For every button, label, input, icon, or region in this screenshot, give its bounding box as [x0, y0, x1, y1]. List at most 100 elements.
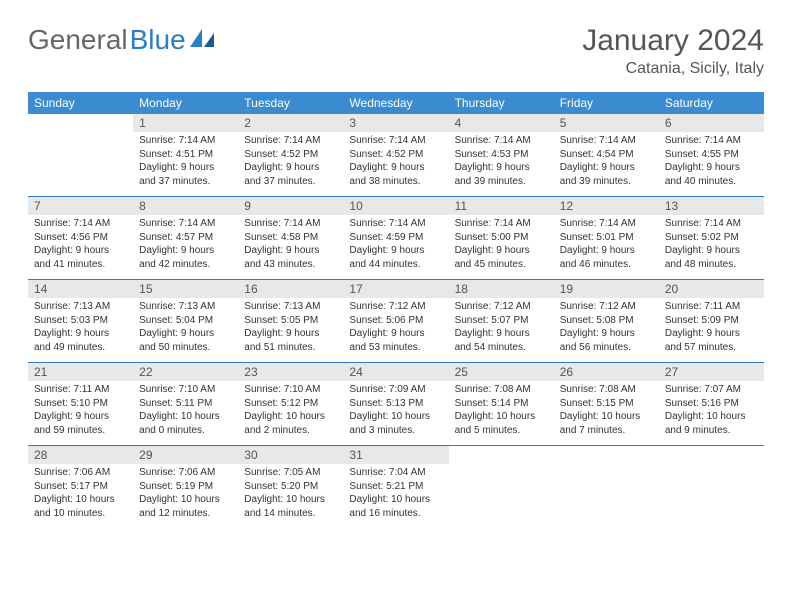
logo: GeneralBlue — [28, 24, 216, 56]
day-body: Sunrise: 7:11 AMSunset: 5:10 PMDaylight:… — [28, 381, 133, 445]
sunset-text: Sunset: 5:07 PM — [455, 314, 548, 328]
logo-text-1: General — [28, 24, 128, 56]
day-body: Sunrise: 7:14 AMSunset: 4:56 PMDaylight:… — [28, 215, 133, 279]
day-number: 19 — [554, 280, 659, 298]
sunrise-text: Sunrise: 7:14 AM — [139, 134, 232, 148]
daylight-text: Daylight: 9 hours and 41 minutes. — [34, 244, 127, 271]
day-number: 2 — [238, 114, 343, 132]
calendar-week-row: 7Sunrise: 7:14 AMSunset: 4:56 PMDaylight… — [28, 197, 764, 280]
day-number: 31 — [343, 446, 448, 464]
calendar-day-cell: 30Sunrise: 7:05 AMSunset: 5:20 PMDayligh… — [238, 446, 343, 529]
header: GeneralBlue January 2024 Catania, Sicily… — [28, 24, 764, 78]
sunrise-text: Sunrise: 7:09 AM — [349, 383, 442, 397]
day-body: Sunrise: 7:04 AMSunset: 5:21 PMDaylight:… — [343, 464, 448, 528]
daylight-text: Daylight: 10 hours and 2 minutes. — [244, 410, 337, 437]
sunrise-text: Sunrise: 7:13 AM — [244, 300, 337, 314]
daylight-text: Daylight: 9 hours and 39 minutes. — [455, 161, 548, 188]
sunrise-text: Sunrise: 7:14 AM — [139, 217, 232, 231]
weekday-header: Monday — [133, 92, 238, 114]
sunset-text: Sunset: 5:03 PM — [34, 314, 127, 328]
daylight-text: Daylight: 9 hours and 54 minutes. — [455, 327, 548, 354]
day-number: 13 — [659, 197, 764, 215]
daylight-text: Daylight: 9 hours and 50 minutes. — [139, 327, 232, 354]
day-body: Sunrise: 7:06 AMSunset: 5:19 PMDaylight:… — [133, 464, 238, 528]
weekday-header: Wednesday — [343, 92, 448, 114]
day-number: 22 — [133, 363, 238, 381]
weekday-header-row: Sunday Monday Tuesday Wednesday Thursday… — [28, 92, 764, 114]
day-number: 15 — [133, 280, 238, 298]
daylight-text: Daylight: 9 hours and 37 minutes. — [244, 161, 337, 188]
day-number: 12 — [554, 197, 659, 215]
daylight-text: Daylight: 9 hours and 56 minutes. — [560, 327, 653, 354]
day-number: 18 — [449, 280, 554, 298]
day-number: 24 — [343, 363, 448, 381]
sunset-text: Sunset: 5:00 PM — [455, 231, 548, 245]
sunset-text: Sunset: 5:08 PM — [560, 314, 653, 328]
sunset-text: Sunset: 4:56 PM — [34, 231, 127, 245]
logo-text-2: Blue — [130, 24, 186, 56]
weekday-header: Friday — [554, 92, 659, 114]
location: Catania, Sicily, Italy — [582, 60, 764, 78]
daylight-text: Daylight: 10 hours and 9 minutes. — [665, 410, 758, 437]
daylight-text: Daylight: 10 hours and 16 minutes. — [349, 493, 442, 520]
daylight-text: Daylight: 10 hours and 0 minutes. — [139, 410, 232, 437]
day-number: 25 — [449, 363, 554, 381]
calendar-day-cell: 15Sunrise: 7:13 AMSunset: 5:04 PMDayligh… — [133, 280, 238, 363]
daylight-text: Daylight: 9 hours and 40 minutes. — [665, 161, 758, 188]
day-number: 14 — [28, 280, 133, 298]
day-body: Sunrise: 7:05 AMSunset: 5:20 PMDaylight:… — [238, 464, 343, 528]
calendar-day-cell: 18 Sunrise: 7:12 AMSunset: 5:07 PMDayligh… — [449, 280, 554, 363]
day-number: 20 — [659, 280, 764, 298]
day-body: Sunrise: 7:08 AMSunset: 5:15 PMDaylight:… — [554, 381, 659, 445]
sunrise-text: Sunrise: 7:05 AM — [244, 466, 337, 480]
sunrise-text: Sunrise: 7:14 AM — [560, 134, 653, 148]
sunset-text: Sunset: 5:10 PM — [34, 397, 127, 411]
sail-icon — [190, 24, 216, 56]
sunrise-text: Sunrise: 7:14 AM — [455, 134, 548, 148]
sunset-text: Sunset: 5:06 PM — [349, 314, 442, 328]
day-body: Sunrise: 7:08 AMSunset: 5:14 PMDaylight:… — [449, 381, 554, 445]
daylight-text: Daylight: 9 hours and 48 minutes. — [665, 244, 758, 271]
sunrise-text: Sunrise: 7:14 AM — [560, 217, 653, 231]
sunset-text: Sunset: 4:55 PM — [665, 148, 758, 162]
calendar-day-cell: 4Sunrise: 7:14 AMSunset: 4:53 PMDaylight… — [449, 114, 554, 197]
day-body: Sunrise: 7:13 AMSunset: 5:05 PMDaylight:… — [238, 298, 343, 362]
calendar-week-row: 28Sunrise: 7:06 AMSunset: 5:17 PMDayligh… — [28, 446, 764, 529]
calendar-day-cell: 2Sunrise: 7:14 AMSunset: 4:52 PMDaylight… — [238, 114, 343, 197]
day-number: 9 — [238, 197, 343, 215]
day-number: 6 — [659, 114, 764, 132]
day-body: Sunrise: 7:07 AMSunset: 5:16 PMDaylight:… — [659, 381, 764, 445]
day-body: Sunrise: 7:11 AMSunset: 5:09 PMDaylight:… — [659, 298, 764, 362]
daylight-text: Daylight: 9 hours and 53 minutes. — [349, 327, 442, 354]
sunset-text: Sunset: 4:52 PM — [349, 148, 442, 162]
day-number: 5 — [554, 114, 659, 132]
daylight-text: Daylight: 10 hours and 14 minutes. — [244, 493, 337, 520]
sunset-text: Sunset: 4:52 PM — [244, 148, 337, 162]
sunset-text: Sunset: 4:53 PM — [455, 148, 548, 162]
day-body: Sunrise: 7:12 AMSunset: 5:06 PMDaylight:… — [343, 298, 448, 362]
sunset-text: Sunset: 5:19 PM — [139, 480, 232, 494]
day-number: 16 — [238, 280, 343, 298]
sunrise-text: Sunrise: 7:12 AM — [349, 300, 442, 314]
sunset-text: Sunset: 4:57 PM — [139, 231, 232, 245]
day-body: Sunrise: 7:09 AMSunset: 5:13 PMDaylight:… — [343, 381, 448, 445]
calendar-day-cell: 5Sunrise: 7:14 AMSunset: 4:54 PMDaylight… — [554, 114, 659, 197]
day-body: Sunrise: 7:14 AMSunset: 4:53 PMDaylight:… — [449, 132, 554, 196]
daylight-text: Daylight: 10 hours and 12 minutes. — [139, 493, 232, 520]
day-number: 11 — [449, 197, 554, 215]
sunset-text: Sunset: 5:09 PM — [665, 314, 758, 328]
calendar-week-row: 21Sunrise: 7:11 AMSunset: 5:10 PMDayligh… — [28, 363, 764, 446]
sunrise-text: Sunrise: 7:07 AM — [665, 383, 758, 397]
sunset-text: Sunset: 5:21 PM — [349, 480, 442, 494]
sunrise-text: Sunrise: 7:14 AM — [34, 217, 127, 231]
day-number: 4 — [449, 114, 554, 132]
title-block: January 2024 Catania, Sicily, Italy — [582, 24, 764, 78]
day-body: Sunrise: 7:14 AMSunset: 4:52 PMDaylight:… — [238, 132, 343, 196]
day-body: Sunrise: 7:10 AMSunset: 5:12 PMDaylight:… — [238, 381, 343, 445]
day-number: 21 — [28, 363, 133, 381]
calendar-day-cell: 17Sunrise: 7:12 AMSunset: 5:06 PMDayligh… — [343, 280, 448, 363]
sunrise-text: Sunrise: 7:12 AM — [455, 300, 548, 314]
sunrise-text: Sunrise: 7:14 AM — [665, 134, 758, 148]
calendar-day-cell: 29Sunrise: 7:06 AMSunset: 5:19 PMDayligh… — [133, 446, 238, 529]
day-body: Sunrise: 7:14 AMSunset: 4:57 PMDaylight:… — [133, 215, 238, 279]
